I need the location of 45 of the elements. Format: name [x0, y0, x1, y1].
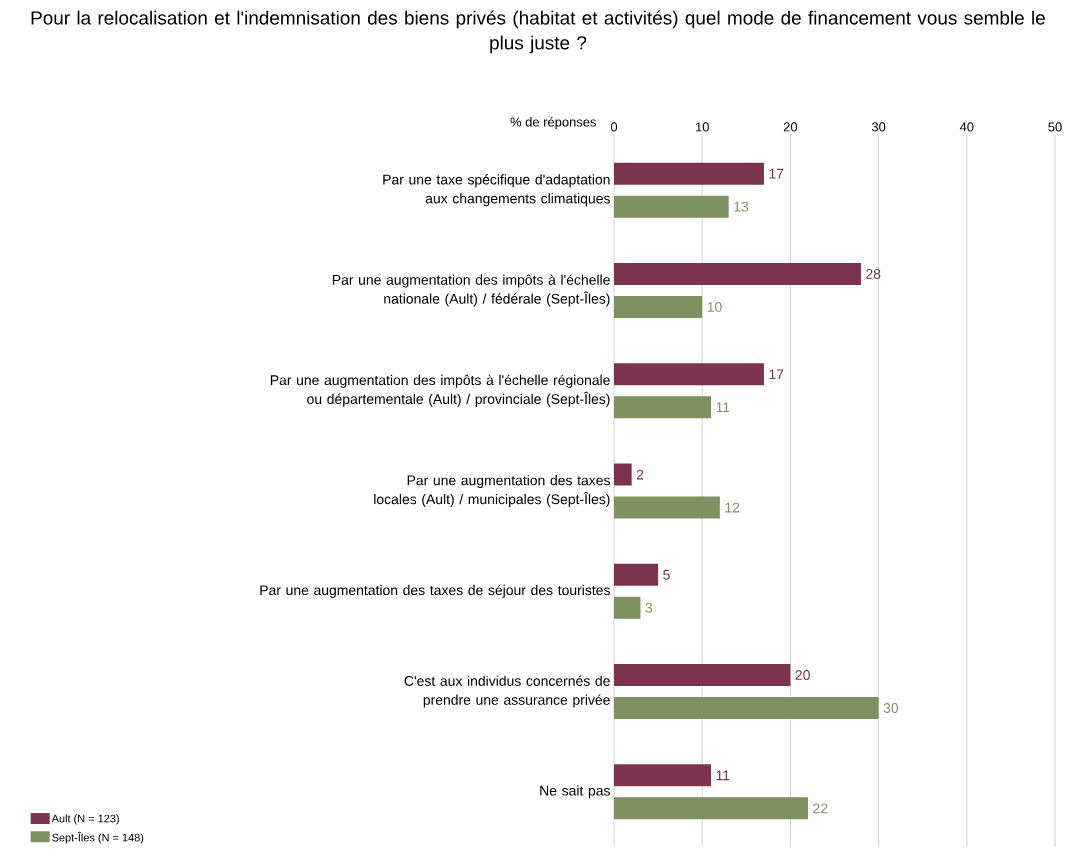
bar: [614, 363, 764, 386]
y-tick-label: Par une taxe spécifique d'adaptation aux changements climatiques: [383, 174, 610, 207]
data-label: 12: [725, 502, 740, 513]
bar: [614, 262, 861, 285]
data-label: 17: [769, 369, 784, 380]
bar: [614, 396, 712, 419]
y-tick-label: C'est aux individus concernés de prendre une assurance privée: [404, 675, 610, 708]
bar: [614, 764, 712, 787]
bar: [614, 463, 632, 486]
data-label: 5: [663, 569, 670, 580]
bar: [614, 295, 703, 318]
bar: [614, 797, 809, 820]
x-tick-label: 0: [610, 122, 618, 132]
data-label: 22: [813, 803, 828, 814]
data-label: 17: [769, 168, 784, 179]
data-label: 28: [866, 268, 881, 279]
bar: [614, 664, 791, 687]
x-tick-label: 50: [1048, 122, 1062, 132]
legend-label: Sept-Îles (N = 148): [52, 831, 144, 844]
y-tick-label: Par une augmentation des taxes de séjour des touristes: [260, 584, 610, 598]
data-label: 11: [716, 770, 730, 781]
x-axis-title: % de réponses: [510, 116, 596, 130]
x-tick-label: 40: [959, 122, 974, 132]
chart-title: Pour la relocalisation et l'indemnisation des biens privés (habitat et activités) quel mode de financement vous semble le plus juste ?: [31, 10, 1045, 54]
legend-label: Ault (N = 123): [51, 814, 119, 825]
bar: [614, 195, 729, 218]
data-label: 10: [707, 301, 722, 312]
bar: [614, 496, 720, 519]
x-tick-label: 30: [871, 122, 886, 132]
data-label: 11: [716, 402, 730, 413]
y-tick-label: Par une augmentation des impôts à l'échelle régionale ou départementale (Ault) / provinciale (Sept-Îles): [270, 374, 610, 407]
data-label: 3: [645, 602, 653, 613]
data-label: 13: [734, 201, 749, 212]
bar: [614, 563, 659, 586]
data-label: 30: [883, 703, 899, 714]
bar: [614, 697, 879, 720]
x-tick-label: 10: [695, 122, 709, 132]
data-label: 20: [795, 670, 810, 681]
bar: [614, 596, 641, 619]
bar: [614, 162, 764, 185]
y-tick-label: Par une augmentation des impôts à l'échelle nationale (Ault) / fédérale (Sept-Îles): [332, 274, 610, 307]
data-label: 2: [636, 469, 644, 480]
y-tick-label: Ne sait pas: [540, 785, 610, 799]
y-tick-label: Par une augmentation des taxes locales (Ault) / municipales (Sept-Îles): [374, 475, 610, 507]
x-tick-label: 20: [783, 122, 798, 132]
